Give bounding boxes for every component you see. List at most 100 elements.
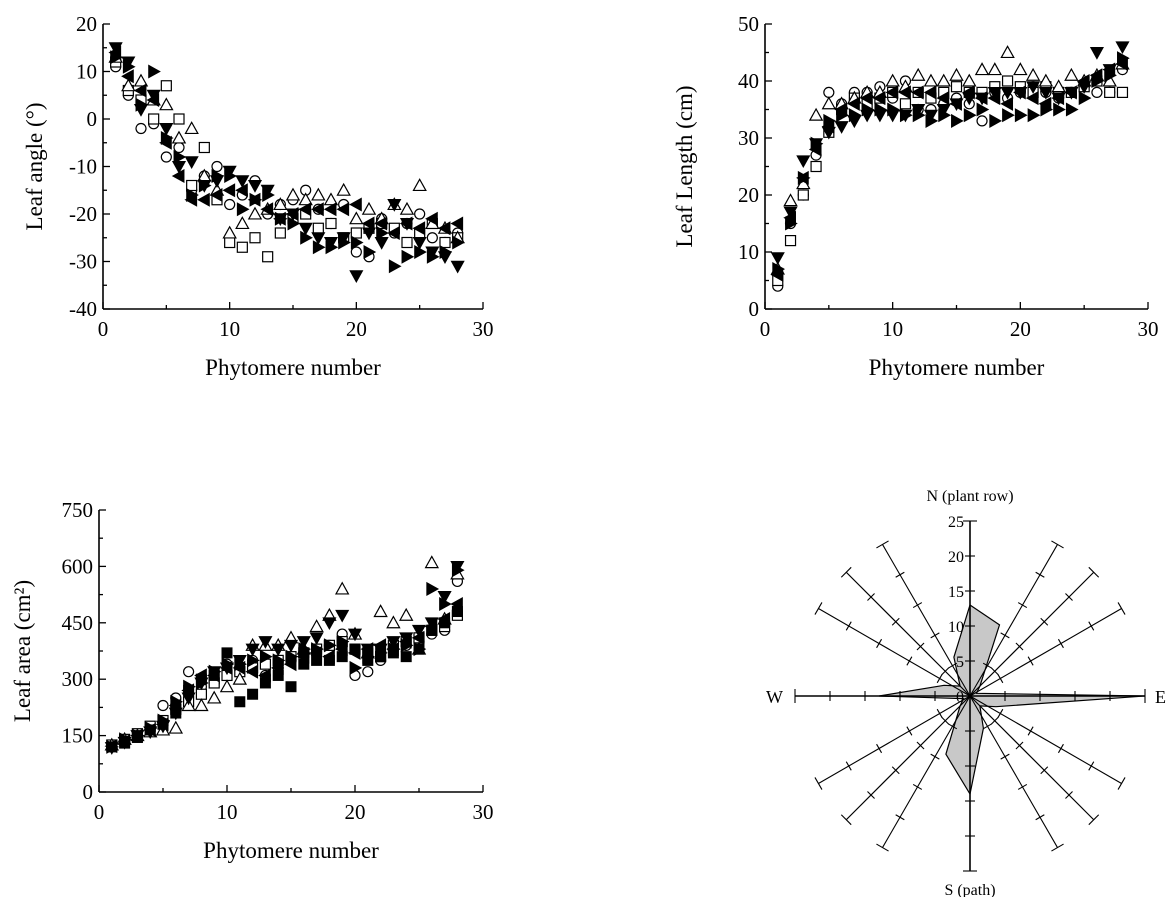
radar-tick <box>876 638 883 649</box>
y-axis-label: Leaf Length (cm) <box>672 85 697 247</box>
radar-tick <box>1088 566 1100 578</box>
data-point <box>208 664 222 679</box>
data-point <box>387 199 402 212</box>
data-point <box>309 619 324 633</box>
data-point <box>400 638 414 653</box>
data-point <box>401 249 415 264</box>
data-point <box>122 59 136 74</box>
radar-north-label: N (plant row) <box>926 488 1013 505</box>
radar-tick <box>1000 753 1010 760</box>
data-point <box>270 660 284 675</box>
data-point <box>224 198 236 211</box>
data-point <box>334 642 348 657</box>
radar-tick <box>1017 783 1028 790</box>
data-point <box>349 660 363 675</box>
radar-tick <box>1040 617 1049 626</box>
x-tick-label: 30 <box>1138 317 1159 341</box>
data-point <box>936 91 950 106</box>
data-point <box>247 653 260 668</box>
data-point <box>106 739 120 754</box>
data-point <box>274 211 288 226</box>
radar-spoke <box>969 544 1058 697</box>
data-point <box>236 241 248 253</box>
data-point <box>1104 68 1117 83</box>
data-point <box>198 141 210 154</box>
data-point <box>1000 96 1014 111</box>
data-point <box>949 96 962 111</box>
radar-tick <box>982 723 993 730</box>
data-point <box>810 136 824 151</box>
data-point <box>1078 91 1092 106</box>
data-point <box>1064 67 1079 81</box>
data-point <box>1089 47 1104 60</box>
radar-tick <box>936 708 943 719</box>
data-point <box>285 206 299 222</box>
data-point <box>910 85 924 100</box>
data-point <box>247 688 259 700</box>
data-point <box>1026 81 1041 94</box>
data-point <box>186 179 198 192</box>
radar-tick <box>1027 726 1034 736</box>
data-point <box>1025 91 1039 106</box>
data-point <box>962 85 975 100</box>
radar-tick <box>840 814 852 826</box>
data-point <box>171 130 187 144</box>
radar-tick <box>1057 638 1064 649</box>
data-point <box>450 596 463 612</box>
x-tick-label: 30 <box>473 317 494 341</box>
radar-tick <box>1117 777 1126 790</box>
data-point <box>349 197 362 212</box>
data-point <box>437 591 452 604</box>
data-point <box>374 237 389 250</box>
data-point <box>989 113 1003 128</box>
data-point <box>1002 108 1015 123</box>
data-point <box>262 187 275 203</box>
data-point <box>336 202 350 217</box>
radar-tick <box>1017 602 1028 609</box>
data-point <box>425 211 438 226</box>
radar-tick <box>912 783 923 790</box>
data-point <box>783 193 798 207</box>
x-axis-label: Phytomere number <box>869 355 1045 380</box>
data-point <box>823 86 835 99</box>
radar-spoke <box>969 571 1095 697</box>
radar-tick <box>1088 761 1095 771</box>
data-point <box>224 236 236 249</box>
data-point <box>974 62 990 76</box>
y-tick-label: 10 <box>738 240 759 264</box>
data-point <box>247 180 263 193</box>
radar-spoke <box>818 695 971 784</box>
data-point <box>361 227 377 241</box>
data-point <box>298 642 312 657</box>
y-tick-label: 50 <box>738 12 759 36</box>
data-point <box>797 189 809 201</box>
data-point <box>885 85 899 100</box>
y-tick-label: 300 <box>62 667 94 691</box>
data-point <box>1104 86 1116 99</box>
radar-tick <box>906 656 913 666</box>
data-point <box>173 113 185 125</box>
y-tick-label: -30 <box>69 250 97 274</box>
data-point <box>335 609 350 623</box>
data-point <box>157 699 169 712</box>
data-point <box>949 67 964 81</box>
radar-tick <box>1117 602 1126 615</box>
radar-tick <box>1051 843 1064 852</box>
data-point <box>159 97 174 111</box>
data-point <box>336 182 351 196</box>
leaf-length-chart: 0 10 20 30 0 10 20 30 40 50 Phytomere number Leaf L… <box>672 12 1159 380</box>
y-tick-label: 20 <box>738 183 759 207</box>
data-point <box>298 222 313 236</box>
y-tick-label: 0 <box>87 107 98 131</box>
data-point <box>976 102 990 117</box>
data-point <box>211 160 223 173</box>
radar-tick <box>814 602 823 615</box>
data-point <box>987 62 1003 76</box>
data-point <box>361 216 375 231</box>
data-point <box>413 642 427 657</box>
data-point <box>400 651 412 663</box>
data-point <box>810 160 822 173</box>
radar-tick <box>1057 743 1064 754</box>
data-point <box>195 675 209 691</box>
data-point <box>184 156 199 169</box>
